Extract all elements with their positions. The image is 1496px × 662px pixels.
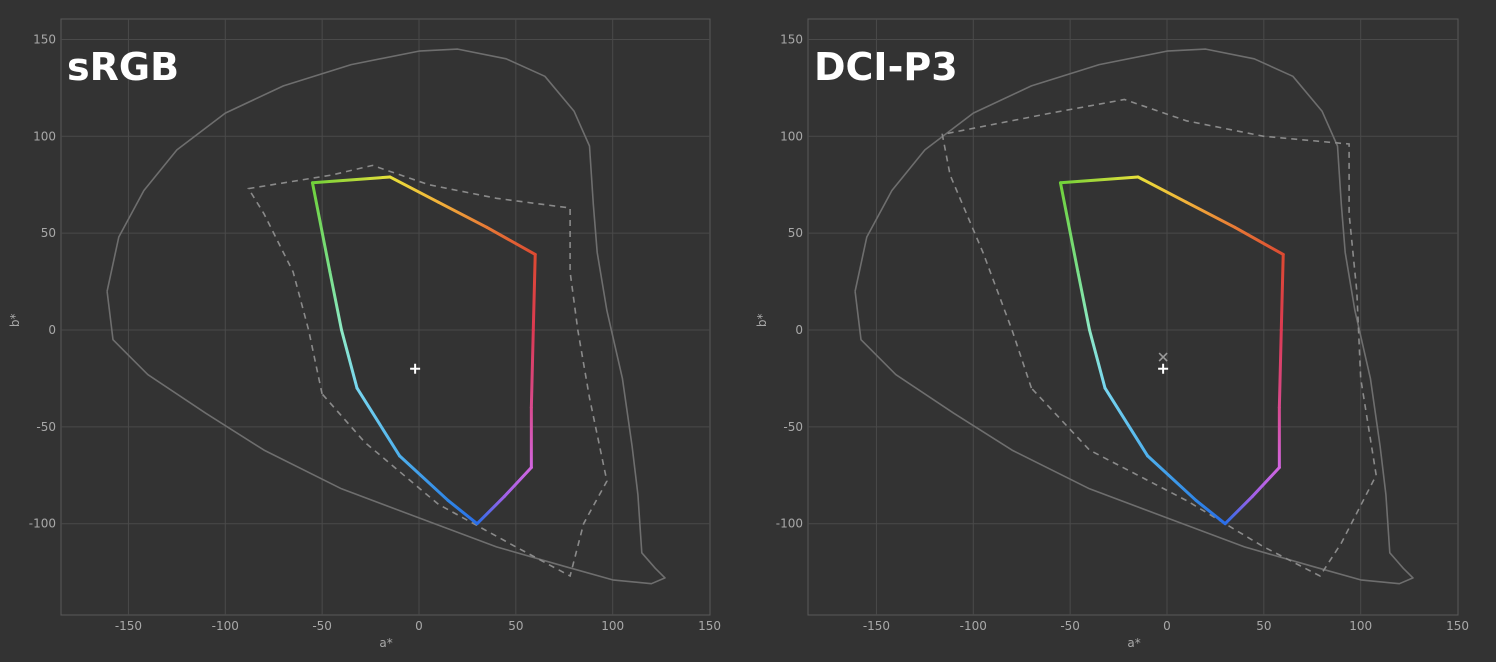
gamut-hull-segment [502, 466, 533, 499]
gamut-hull-segment [436, 200, 489, 229]
x-tick-label: 150 [1446, 619, 1469, 633]
x-tick-label: 100 [601, 619, 624, 633]
y-tick-label: 100 [33, 129, 56, 143]
gamut-hull-segment [398, 454, 450, 502]
y-tick-label: 0 [48, 323, 56, 337]
gamut-hull-segment [310, 175, 392, 185]
reference-gamut [247, 164, 608, 578]
gamut-hull-segment [355, 386, 402, 458]
gamut-hull-segment [1103, 386, 1150, 458]
x-axis-label: a* [1127, 636, 1140, 650]
gamut-hull-segment [485, 225, 537, 256]
gamut-hull-segment [310, 181, 332, 274]
gamut-hull-segment [475, 495, 506, 526]
gamut-hull-segment [1233, 225, 1285, 256]
plot-frame [60, 18, 711, 616]
gamut-hull-segment [1279, 252, 1285, 332]
spectral-locus [854, 48, 1414, 585]
panel-title: sRGB [67, 45, 179, 89]
panel-0: -150 -100 -50 0 50 100 150 150 100 50 0 -50 -100 a* b*… [8, 18, 721, 650]
gamut-hull-segment [1136, 175, 1188, 204]
gamut-hull-segment [340, 328, 359, 390]
x-tick-label: -50 [312, 619, 332, 633]
gamut-hull-segment [328, 270, 344, 332]
gamut-hull-segment [1058, 181, 1080, 274]
x-tick-label: 150 [698, 619, 721, 633]
gamut-hull-segment [1250, 466, 1281, 499]
white-point-plus [410, 363, 421, 374]
x-tick-label: 0 [415, 619, 423, 633]
y-axis-label: b* [8, 314, 22, 328]
y-tick-label: -100 [776, 517, 803, 531]
y-tick-label: 50 [788, 226, 803, 240]
gamut-hull-segment [1194, 498, 1227, 526]
white-point-plus [1158, 363, 1169, 374]
y-tick-label: 100 [780, 129, 803, 143]
x-tick-label: -150 [115, 619, 142, 633]
gamut-hull-segment [446, 498, 479, 526]
gamut-hull-segment [529, 328, 535, 409]
spectral-locus [106, 48, 666, 585]
gamut-hull-segment [1184, 200, 1237, 229]
gamut-hull-segment [1076, 270, 1092, 332]
plot-frame [807, 18, 1459, 616]
x-tick-label: 100 [1349, 619, 1372, 633]
y-tick-label: 150 [780, 32, 803, 46]
x-axis-label: a* [379, 636, 392, 650]
y-tick-label: 50 [41, 226, 56, 240]
y-axis-label: b* [755, 314, 769, 328]
panel-title: DCI-P3 [814, 45, 958, 89]
panel-1: -150 -100 -50 0 50 100 150 150 100 50 0 -50 -100 a* b*… [755, 18, 1469, 650]
y-tick-label: 0 [795, 323, 803, 337]
x-tick-label: -100 [212, 619, 239, 633]
y-tick-label: -50 [36, 420, 56, 434]
reference-gamut [941, 98, 1378, 578]
gamut-hull-segment [531, 252, 537, 332]
x-tick-label: -150 [863, 619, 890, 633]
x-tick-label: 50 [1256, 619, 1271, 633]
x-tick-label: 50 [508, 619, 523, 633]
white-point-cross [1158, 352, 1168, 362]
y-tick-label: -100 [29, 517, 56, 531]
gamut-hull-segment [1088, 328, 1107, 390]
gamut-hull-segment [1223, 495, 1254, 526]
gamut-hull-segment [388, 175, 440, 204]
gamut-hull-segment [1146, 454, 1198, 502]
x-tick-label: -100 [960, 619, 987, 633]
y-tick-label: 150 [33, 32, 56, 46]
y-tick-label: -50 [783, 420, 803, 434]
gamut-hull-segment [1277, 328, 1283, 409]
x-tick-label: 0 [1163, 619, 1171, 633]
gamut-hull-segment [1058, 175, 1140, 185]
x-tick-label: -50 [1060, 619, 1080, 633]
